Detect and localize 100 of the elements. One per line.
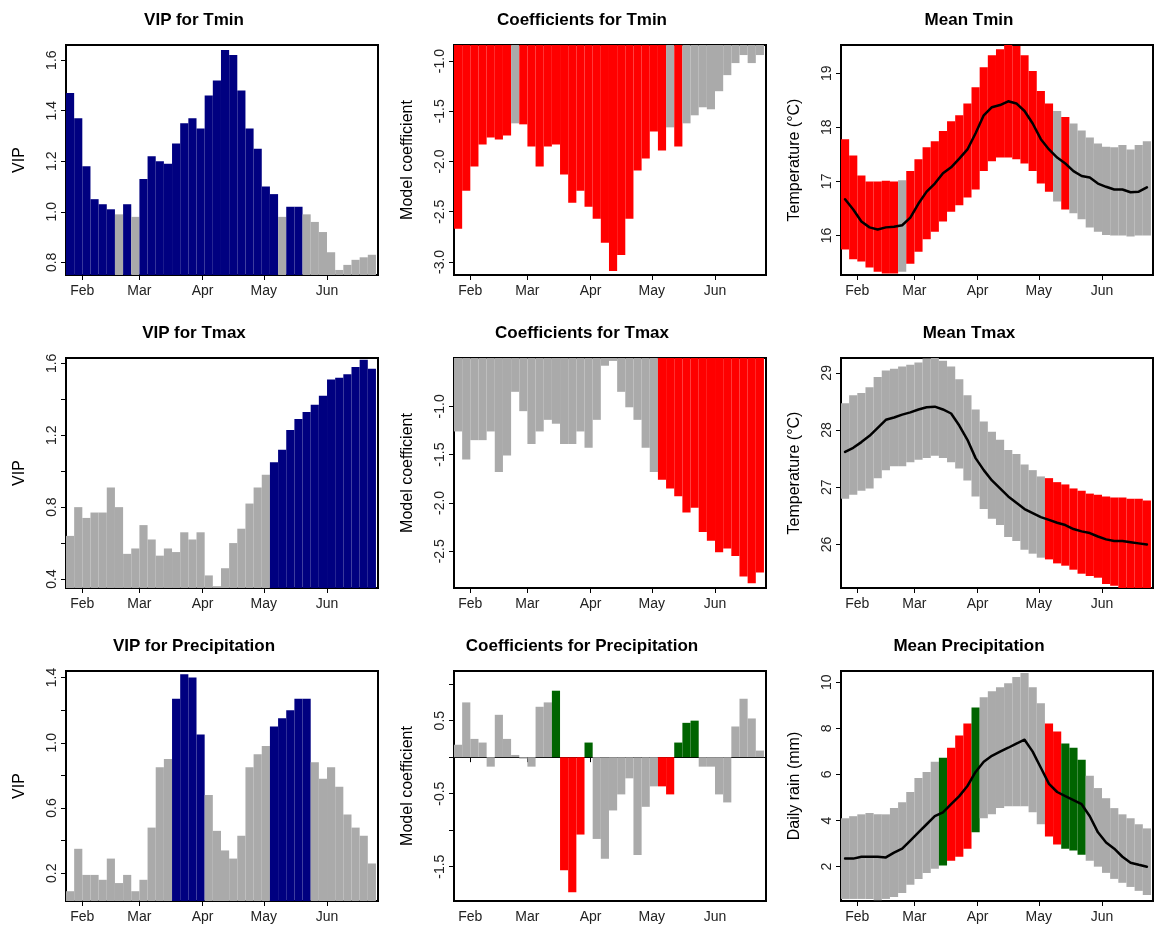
y-tick-label: -2.0 [430,490,447,516]
y-axis-title: Daily rain (mm) [784,731,802,841]
x-tick-label: May [250,908,278,924]
y-tick-label: 6 [818,770,835,779]
y-axis-title: Model coefficient [397,99,415,220]
line-series [844,738,1149,868]
x-tick-label: Feb [70,908,95,924]
y-tick-label: -1.0 [430,48,447,74]
x-tick-label: May [250,595,278,611]
x-tick-label: Jun [1091,595,1114,611]
x-tick-label: Apr [967,282,990,298]
y-axis-title: Model coefficient [397,725,415,846]
chart-title: Mean Precipitation [893,636,1045,655]
x-tick-label: Feb [457,595,483,611]
y-tick-label: -2.0 [430,149,447,174]
chart-title: VIP for Tmin [144,10,244,29]
y-tick-label: -1.5 [430,99,447,124]
chart-title: VIP for Tmax [142,323,247,342]
bar [486,757,495,767]
y-tick-label: 1.2 [43,151,59,171]
x-tick-label: May [1025,908,1053,924]
y-tick-label: 2 [818,862,835,871]
line-series [844,100,1149,231]
y-tick-label: 19 [818,65,835,81]
bar [1053,111,1062,202]
chart-title: Mean Tmax [923,323,1017,342]
x-tick-label: Mar [515,595,540,611]
x-tick-label: Mar [515,282,540,298]
chart-title: Mean Tmin [924,10,1014,29]
y-tick-label: -2.5 [430,539,447,564]
x-tick-label: Apr [579,908,602,924]
y-tick-label: 1.0 [43,201,59,222]
x-tick-label: Mar [902,595,928,611]
y-tick-label: -1.5 [430,442,447,467]
x-tick-label: Mar [127,908,152,924]
y-tick-label: 26 [818,536,835,553]
y-tick-label: -1.0 [430,394,447,419]
y-tick-label: 1.6 [43,353,59,374]
y-axis-title: VIP [9,147,27,173]
x-tick-label: Apr [967,908,990,924]
y-axis-title: Temperature (°C) [784,411,802,535]
y-tick-label: 1.0 [43,732,59,753]
y-tick-label: 0.2 [43,863,59,883]
y-axis-title: VIP [9,773,27,799]
x-tick-label: Feb [70,595,95,611]
x-tick-label: Feb [457,282,483,298]
x-tick-label: Jun [315,282,339,298]
y-tick-label: -1.5 [430,854,447,879]
y-tick-label: 28 [818,422,835,438]
y-tick-label: 1.2 [43,425,59,445]
x-tick-label: Apr [191,595,214,611]
y-axis-title: VIP [9,460,27,486]
y-tick-label: 18 [818,119,835,136]
x-tick-label: Apr [579,282,602,298]
bar [939,757,948,866]
x-tick-label: May [1025,595,1053,611]
y-tick-label: -3.0 [430,249,447,275]
chart-title: Coefficients for Tmin [496,10,667,29]
y-tick-label: -2.5 [430,199,447,224]
y-tick-label: 0.5 [430,710,447,731]
y-tick-label: 29 [818,364,835,381]
x-tick-label: Jun [703,908,726,924]
y-tick-label: 0.4 [43,569,59,589]
bar [1061,116,1070,210]
y-tick-label: 4 [818,816,835,825]
y-tick-label: 1.4 [43,100,59,121]
x-tick-label: Feb [457,908,483,924]
x-tick-label: Mar [515,908,540,924]
y-axis-title: Temperature (°C) [784,98,802,222]
y-tick-label: 1.4 [43,667,59,688]
x-tick-label: Apr [191,282,214,298]
x-tick-label: Jun [1091,908,1114,924]
bar [971,707,980,833]
y-tick-label: 0.8 [43,252,59,273]
x-tick-label: Jun [315,595,339,611]
x-tick-label: Apr [967,595,990,611]
x-tick-label: May [638,595,665,611]
x-tick-label: May [638,908,665,924]
y-tick-label: 0.6 [43,798,59,818]
x-tick-label: Feb [845,908,870,924]
y-tick-label: 0.8 [43,497,59,517]
x-tick-label: Jun [703,595,726,611]
x-tick-label: Mar [902,282,928,298]
bar [898,180,907,272]
y-tick-label: 8 [818,724,835,733]
bar [584,742,593,758]
line-series [844,405,1149,546]
x-tick-label: Apr [579,595,602,611]
y-tick-label: 1.6 [43,50,59,70]
x-tick-label: Mar [127,595,152,611]
bar [551,690,560,758]
x-tick-label: Feb [70,282,95,298]
x-tick-label: May [250,282,278,298]
y-tick-label: 10 [818,674,835,691]
x-tick-label: Feb [845,282,870,298]
x-tick-label: Mar [127,282,152,298]
chart-title: Coefficients for Tmax [494,323,670,342]
y-tick-label: 27 [818,479,835,496]
x-tick-label: Jun [1091,282,1114,298]
chart-title: Coefficients for Precipitation [465,636,698,655]
